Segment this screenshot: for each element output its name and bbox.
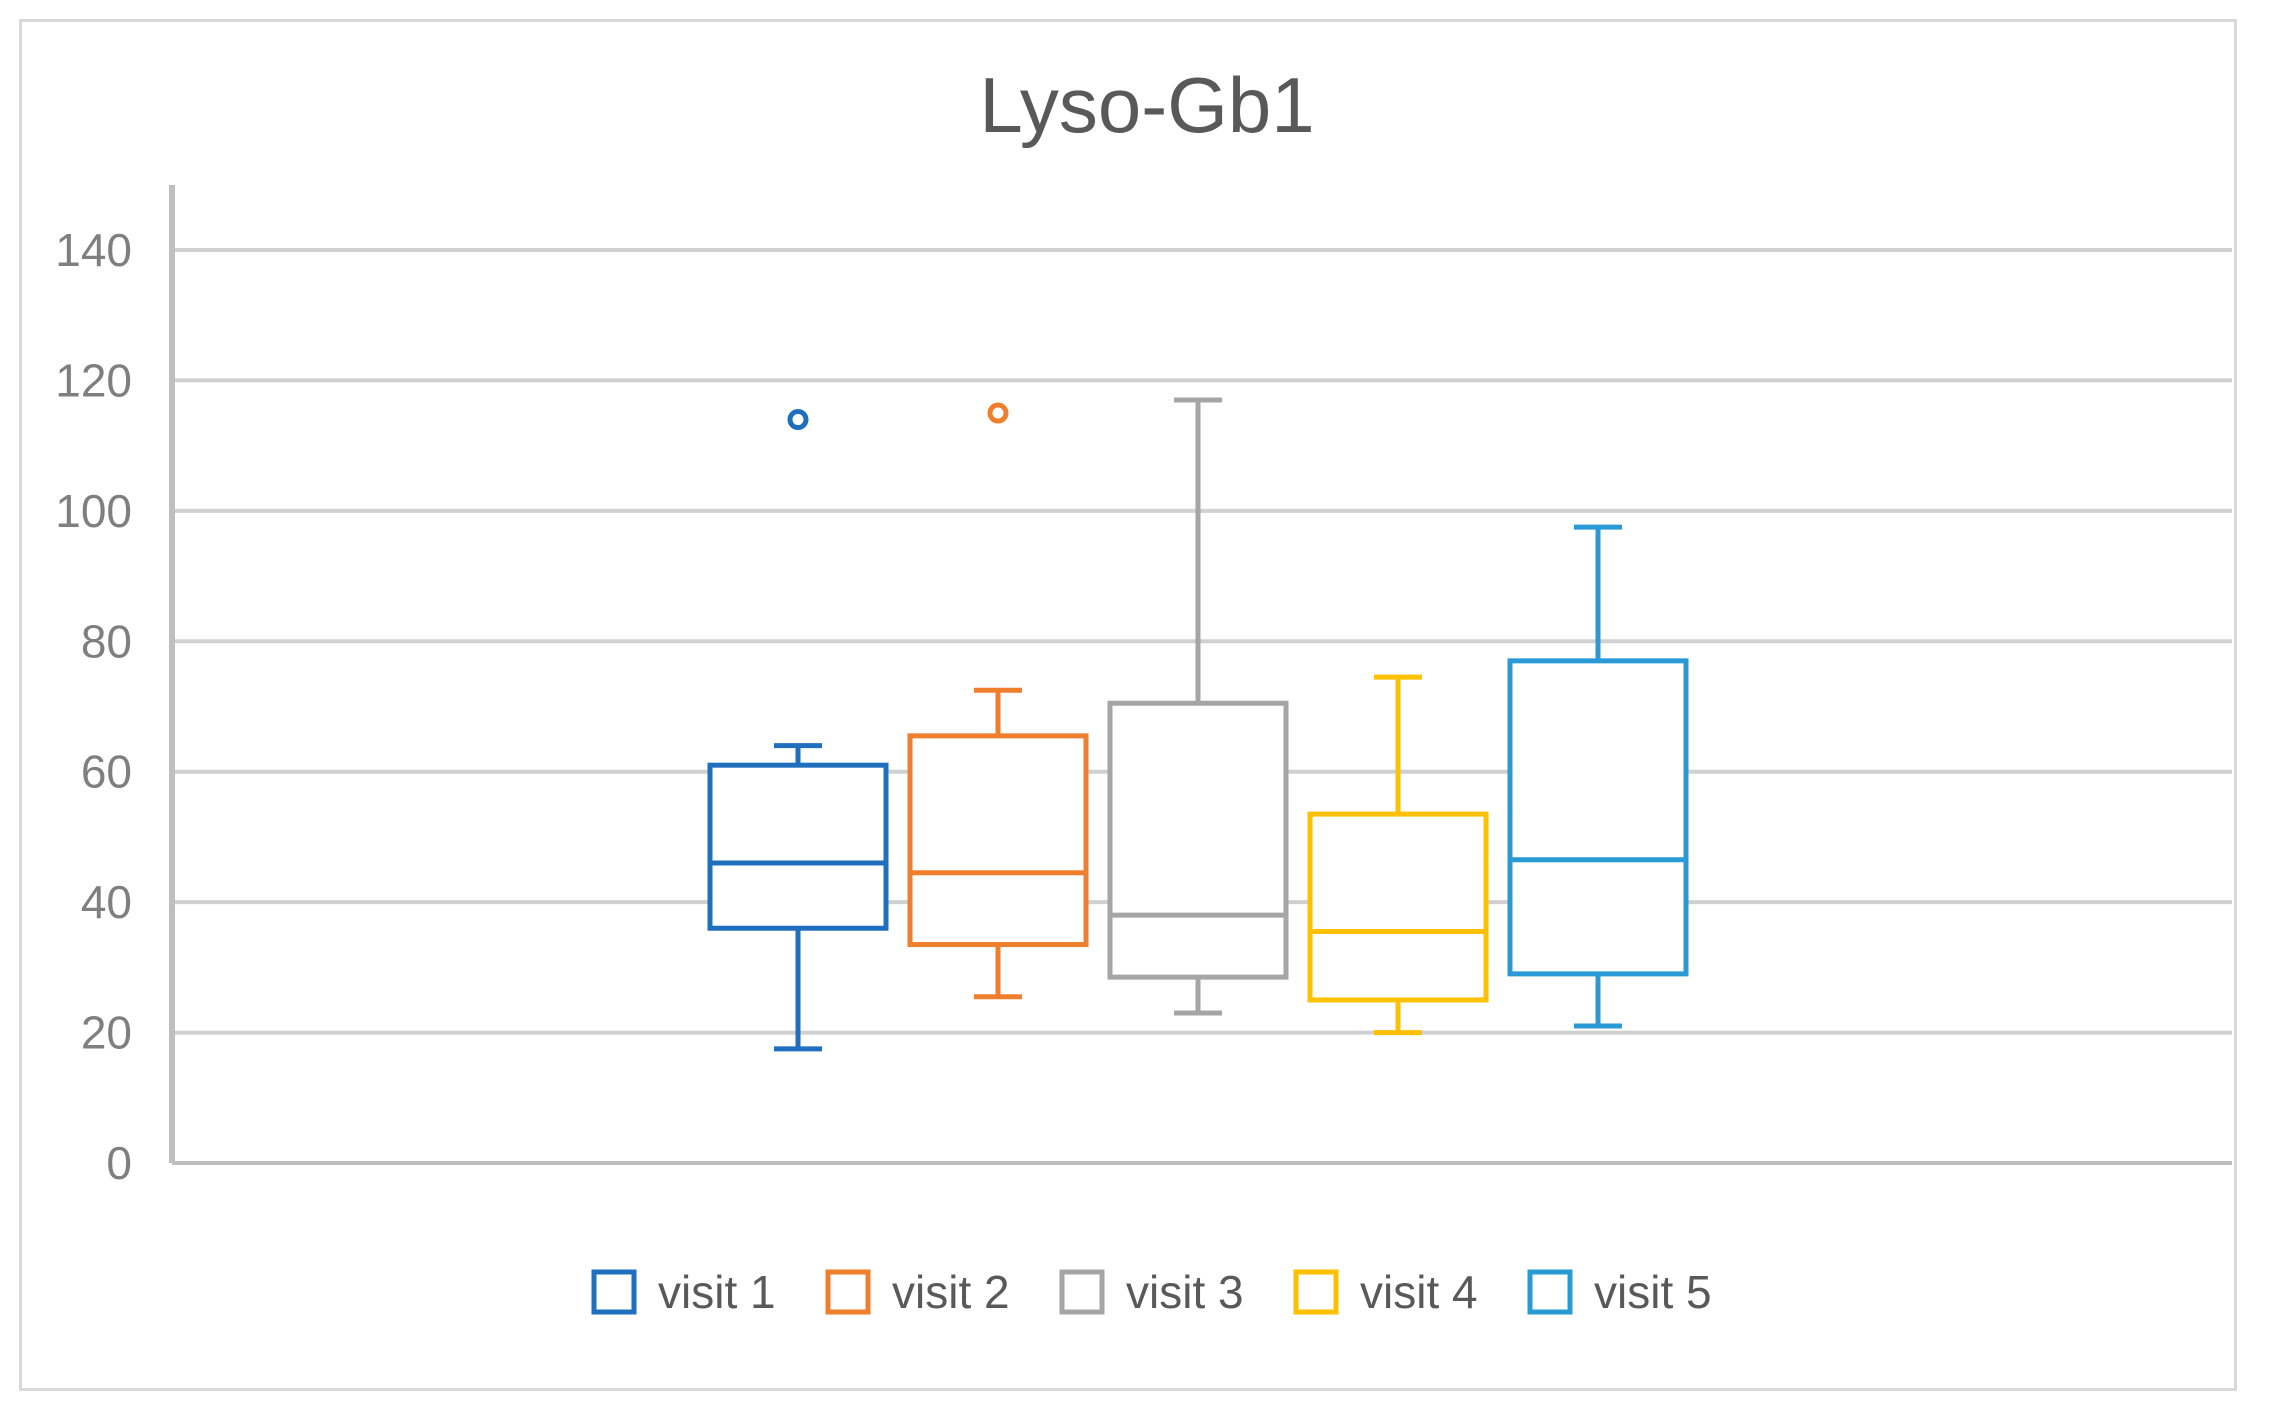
outlier-point (787, 409, 809, 431)
outlier-point (987, 402, 1009, 424)
gridlines (172, 248, 2232, 1035)
legend-label: visit 5 (1594, 1266, 1712, 1318)
legend-item-visit-2: visit 2 (825, 1266, 1010, 1318)
box-visit-4 (1307, 674, 1489, 1036)
y-tick-label: 60 (81, 746, 132, 798)
legend-label: visit 1 (658, 1266, 776, 1318)
box-visit-3 (1107, 397, 1289, 1016)
legend: visit 1 visit 2 visit 3 visit 4 visit 5 (591, 1266, 1712, 1318)
y-tick-label: 20 (81, 1007, 132, 1059)
iqr-box (1307, 811, 1489, 1003)
iqr-box (907, 733, 1089, 948)
boxes (707, 397, 1689, 1052)
box-visit-1 (707, 409, 889, 1052)
chart-title: Lyso-Gb1 (979, 61, 1314, 149)
legend-swatch (591, 1269, 637, 1315)
iqr-box (1507, 658, 1689, 977)
y-tick-label: 40 (81, 876, 132, 928)
legend-swatch (825, 1269, 871, 1315)
legend-swatch (1059, 1269, 1105, 1315)
y-tick-label: 100 (55, 485, 132, 537)
legend-swatch (1527, 1269, 1573, 1315)
legend-item-visit-1: visit 1 (591, 1266, 776, 1318)
legend-label: visit 2 (892, 1266, 1010, 1318)
y-tick-label: 140 (55, 224, 132, 276)
legend-label: visit 3 (1126, 1266, 1244, 1318)
iqr-box (707, 762, 889, 931)
legend-label: visit 4 (1360, 1266, 1478, 1318)
box-visit-2 (907, 402, 1089, 1000)
legend-swatch (1293, 1269, 1339, 1315)
y-tick-label: 120 (55, 354, 132, 406)
legend-item-visit-3: visit 3 (1059, 1266, 1244, 1318)
y-tick-label: 0 (106, 1137, 132, 1189)
y-tick-label: 80 (81, 615, 132, 667)
legend-item-visit-5: visit 5 (1527, 1266, 1712, 1318)
y-tick-labels: 0 20 40 60 80 100 120 140 (55, 224, 132, 1189)
iqr-box (1107, 700, 1289, 980)
box-visit-5 (1507, 524, 1689, 1029)
legend-item-visit-4: visit 4 (1293, 1266, 1478, 1318)
axes (169, 185, 2232, 1165)
